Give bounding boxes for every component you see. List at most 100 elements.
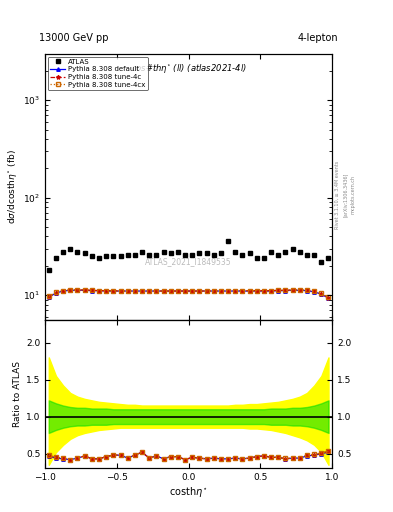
Line: Pythia 8.308 default: Pythia 8.308 default xyxy=(47,289,330,300)
Pythia 8.308 tune-4c xyxy=(154,288,159,294)
Pythia 8.308 tune-4c xyxy=(53,289,58,295)
Pythia 8.308 tune-4cx xyxy=(298,287,302,293)
Line: ATLAS: ATLAS xyxy=(46,239,331,272)
ATLAS xyxy=(46,267,51,273)
Pythia 8.308 default xyxy=(140,288,144,294)
Pythia 8.308 default xyxy=(82,287,87,293)
Pythia 8.308 default xyxy=(240,288,245,294)
Pythia 8.308 tune-4c xyxy=(319,291,324,297)
ATLAS xyxy=(154,251,159,258)
Pythia 8.308 default xyxy=(147,288,152,294)
Pythia 8.308 tune-4cx xyxy=(305,287,309,293)
Text: Rivet 3.1.10, ≥ 3.4M events: Rivet 3.1.10, ≥ 3.4M events xyxy=(335,160,340,229)
Pythia 8.308 tune-4c xyxy=(219,288,223,294)
Pythia 8.308 tune-4cx xyxy=(269,288,274,294)
Pythia 8.308 tune-4cx xyxy=(211,288,216,294)
ATLAS xyxy=(197,250,202,256)
Pythia 8.308 tune-4cx xyxy=(75,287,80,293)
Pythia 8.308 tune-4cx xyxy=(226,288,230,294)
Legend: ATLAS, Pythia 8.308 default, Pythia 8.308 tune-4c, Pythia 8.308 tune-4cx: ATLAS, Pythia 8.308 default, Pythia 8.30… xyxy=(48,56,147,90)
Pythia 8.308 tune-4cx xyxy=(319,290,324,296)
ATLAS xyxy=(269,248,274,254)
ATLAS xyxy=(90,253,94,260)
ATLAS xyxy=(298,248,302,254)
Pythia 8.308 tune-4c xyxy=(305,287,309,293)
Pythia 8.308 tune-4c xyxy=(312,288,316,294)
Pythia 8.308 tune-4cx xyxy=(219,288,223,294)
Pythia 8.308 tune-4cx xyxy=(204,288,209,294)
Pythia 8.308 tune-4c xyxy=(276,287,281,293)
Text: [arXiv:1306.3436]: [arXiv:1306.3436] xyxy=(343,173,348,217)
Line: Pythia 8.308 tune-4c: Pythia 8.308 tune-4c xyxy=(47,288,331,300)
Pythia 8.308 tune-4cx xyxy=(190,288,195,294)
Pythia 8.308 tune-4c xyxy=(168,288,173,294)
Pythia 8.308 default xyxy=(298,287,302,293)
Pythia 8.308 tune-4c xyxy=(211,288,216,294)
ATLAS xyxy=(319,259,324,265)
Pythia 8.308 default xyxy=(97,288,101,294)
Pythia 8.308 default xyxy=(226,288,230,294)
Pythia 8.308 tune-4cx xyxy=(161,288,166,294)
ATLAS xyxy=(254,255,259,261)
Pythia 8.308 default xyxy=(326,295,331,301)
Pythia 8.308 tune-4cx xyxy=(168,288,173,294)
Pythia 8.308 tune-4cx xyxy=(53,289,58,295)
ATLAS xyxy=(61,248,66,254)
ATLAS xyxy=(176,248,180,254)
Pythia 8.308 tune-4c xyxy=(183,288,187,294)
Pythia 8.308 tune-4cx xyxy=(262,288,266,294)
ATLAS xyxy=(75,248,80,254)
Text: ATLAS_2021_I1849535: ATLAS_2021_I1849535 xyxy=(145,257,232,266)
Pythia 8.308 default xyxy=(111,288,116,294)
Pythia 8.308 default xyxy=(247,288,252,294)
Pythia 8.308 tune-4cx xyxy=(61,288,66,294)
Pythia 8.308 default xyxy=(269,288,274,294)
Pythia 8.308 default xyxy=(75,287,80,293)
ATLAS xyxy=(68,246,73,252)
Pythia 8.308 default xyxy=(104,288,108,294)
Pythia 8.308 tune-4c xyxy=(161,288,166,294)
Pythia 8.308 tune-4c xyxy=(90,287,94,293)
ATLAS xyxy=(140,248,144,254)
ATLAS xyxy=(111,253,116,260)
ATLAS xyxy=(240,251,245,258)
Pythia 8.308 tune-4c xyxy=(204,288,209,294)
Pythia 8.308 default xyxy=(197,288,202,294)
Pythia 8.308 tune-4c xyxy=(68,287,73,293)
Pythia 8.308 default xyxy=(254,288,259,294)
Pythia 8.308 default xyxy=(154,288,159,294)
Pythia 8.308 tune-4cx xyxy=(118,288,123,294)
ATLAS xyxy=(283,248,288,254)
Pythia 8.308 tune-4cx xyxy=(312,288,316,294)
Text: 13000 GeV pp: 13000 GeV pp xyxy=(39,33,109,43)
Pythia 8.308 default xyxy=(233,288,238,294)
Pythia 8.308 tune-4cx xyxy=(132,288,137,294)
ATLAS xyxy=(247,250,252,256)
Pythia 8.308 tune-4c xyxy=(290,287,295,293)
Pythia 8.308 tune-4cx xyxy=(233,288,238,294)
ATLAS xyxy=(82,250,87,256)
Pythia 8.308 tune-4cx xyxy=(125,288,130,294)
Pythia 8.308 tune-4cx xyxy=(276,287,281,293)
ATLAS xyxy=(262,255,266,261)
ATLAS xyxy=(104,253,108,260)
Line: Pythia 8.308 tune-4cx: Pythia 8.308 tune-4cx xyxy=(47,288,330,299)
Pythia 8.308 tune-4c xyxy=(197,288,202,294)
ATLAS xyxy=(125,251,130,258)
Pythia 8.308 default xyxy=(276,288,281,294)
Pythia 8.308 tune-4cx xyxy=(283,287,288,293)
Pythia 8.308 tune-4cx xyxy=(111,288,116,294)
ATLAS xyxy=(168,250,173,256)
Pythia 8.308 default xyxy=(53,290,58,296)
ATLAS xyxy=(147,251,152,258)
Pythia 8.308 default xyxy=(262,288,266,294)
Pythia 8.308 tune-4cx xyxy=(104,288,108,294)
Pythia 8.308 tune-4cx xyxy=(154,288,159,294)
Pythia 8.308 default xyxy=(61,288,66,294)
Pythia 8.308 default xyxy=(46,294,51,301)
X-axis label: costh$\eta^{\star}$: costh$\eta^{\star}$ xyxy=(169,485,208,500)
ATLAS xyxy=(290,246,295,252)
ATLAS xyxy=(219,250,223,256)
ATLAS xyxy=(312,251,316,258)
Pythia 8.308 default xyxy=(118,288,123,294)
